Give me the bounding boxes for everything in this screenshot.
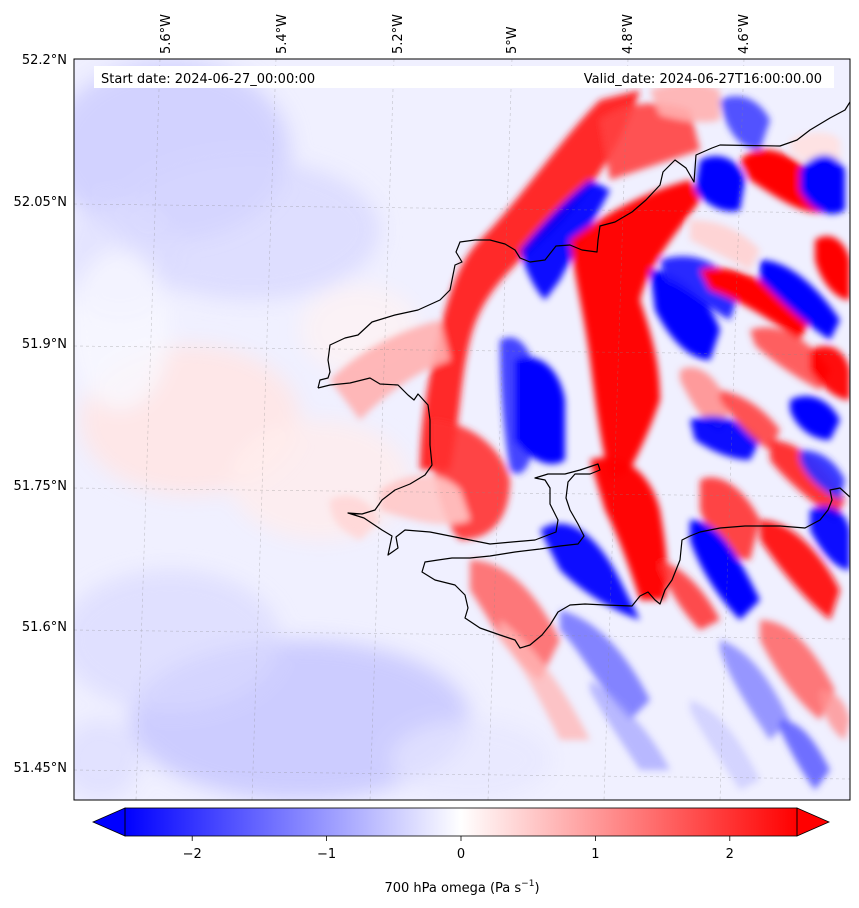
- colorbar-label-exponent: −1: [521, 879, 534, 889]
- lon-label: 5.4°W: [275, 14, 290, 54]
- lat-label: 51.45°N: [14, 761, 67, 776]
- longitude-labels: 5.6°W 5.4°W 5.2°W 5°W 4.8°W 4.6°W: [159, 14, 752, 54]
- colorbar-ticks: −2 −1 0 1 2: [183, 836, 734, 862]
- colorbar-gradient: [125, 808, 797, 836]
- lat-label: 51.9°N: [22, 337, 67, 352]
- lon-label: 4.8°W: [621, 14, 636, 54]
- colorbar-label: 700 hPa omega (Pa s−1): [384, 879, 539, 896]
- colorbar-tick-label: −1: [317, 847, 336, 862]
- colorbar-tick-label: −2: [183, 847, 202, 862]
- lat-label: 52.2°N: [22, 53, 67, 68]
- lat-label: 52.05°N: [14, 195, 67, 210]
- colorbar-label-main: 700 hPa omega (Pa s: [384, 881, 521, 896]
- lon-label: 5.6°W: [159, 14, 174, 54]
- header-strip: [94, 66, 834, 88]
- valid-date-label: Valid_date: 2024-06-27T16:00:00.00: [584, 72, 822, 87]
- colorbar-tick-label: 2: [726, 847, 734, 862]
- omega-field-map: Start date: 2024-06-27_00:00:00 Valid_da…: [74, 59, 850, 800]
- colorbar-label-close: ): [534, 881, 539, 896]
- colorbar-extend-max: [796, 807, 830, 837]
- wave-bands: [330, 82, 850, 790]
- lat-label: 51.75°N: [14, 479, 67, 494]
- lon-label: 5.2°W: [391, 14, 406, 54]
- lat-label: 51.6°N: [22, 620, 67, 635]
- map-frame: [73, 58, 851, 801]
- coastline: [317, 101, 850, 649]
- lon-label: 5°W: [505, 26, 520, 54]
- start-date-label: Start date: 2024-06-27_00:00:00: [101, 72, 315, 87]
- colorbar-tick-label: 0: [457, 847, 465, 862]
- colorbar-tick-label: 1: [591, 847, 599, 862]
- lon-label: 4.6°W: [737, 14, 752, 54]
- latitude-labels: 52.2°N 52.05°N 51.9°N 51.75°N 51.6°N 51.…: [14, 53, 67, 776]
- colorbar-extend-min: [92, 807, 126, 837]
- colorbar: −2 −1 0 1 2 700 hPa omega (Pa s−1): [92, 807, 830, 896]
